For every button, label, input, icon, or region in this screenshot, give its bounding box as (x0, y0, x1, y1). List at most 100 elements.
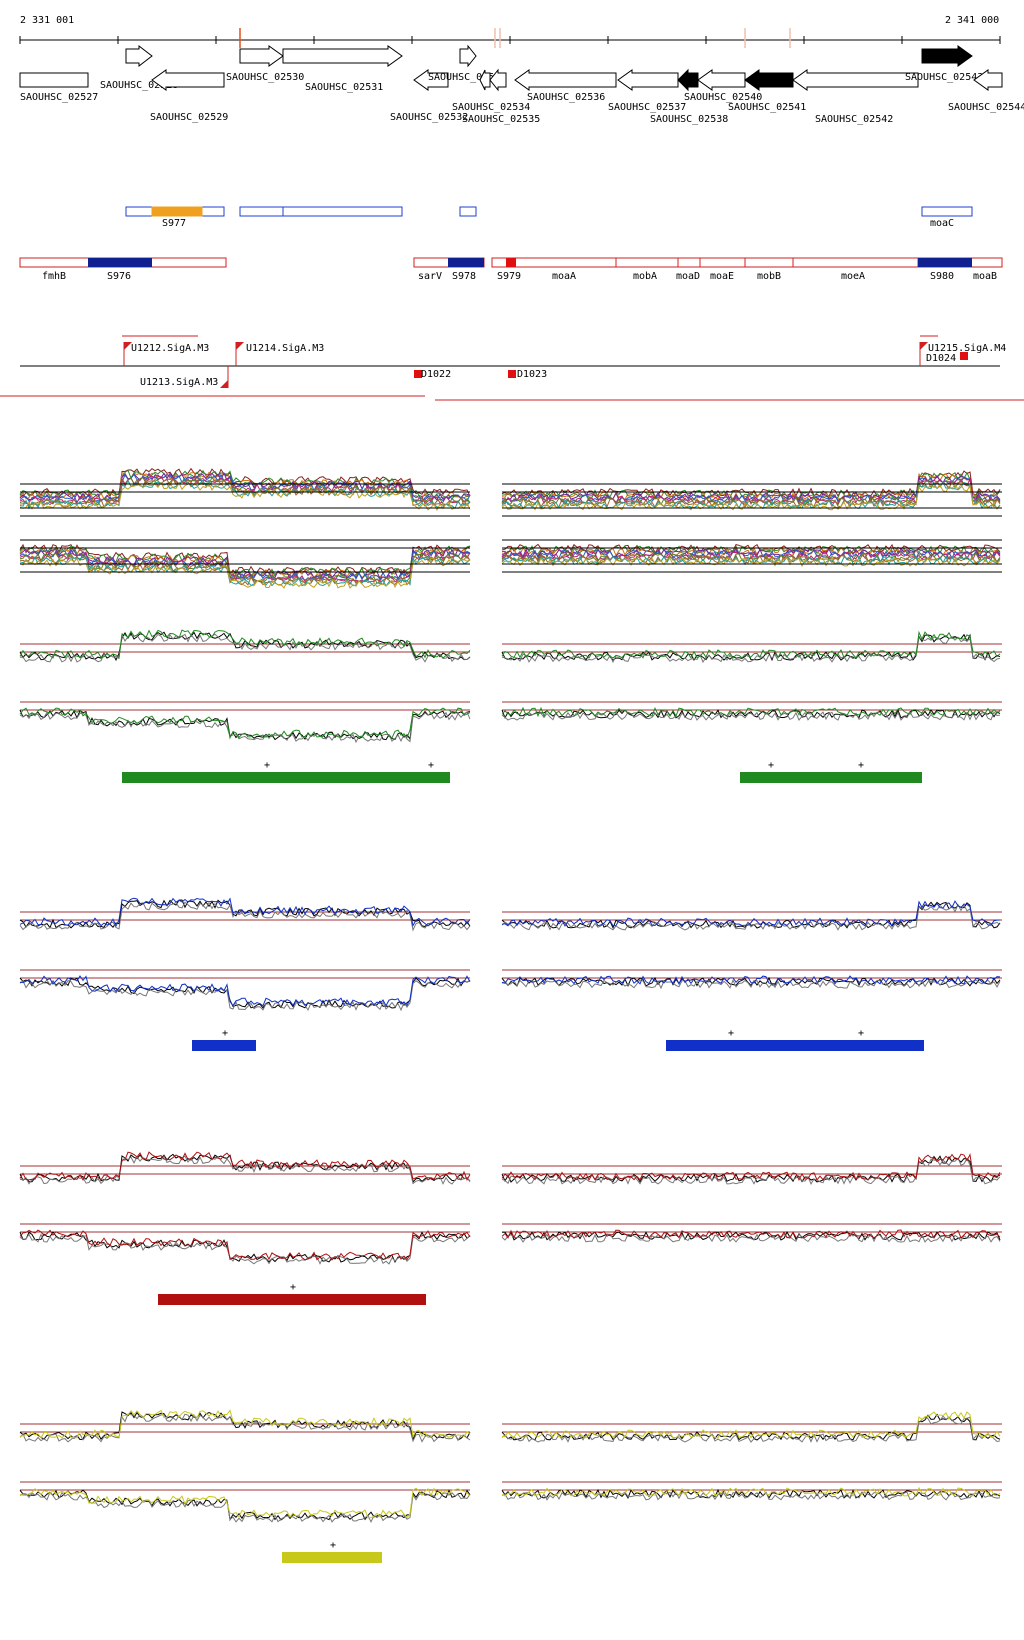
gene-arrow[interactable] (479, 69, 491, 91)
gene-label: SAOUHSC_02542 (815, 114, 893, 125)
feature-box[interactable] (921, 206, 973, 217)
expression-panel: + (19, 1151, 1002, 1305)
overview-traces (501, 539, 1002, 573)
terminator-box (508, 370, 516, 378)
segment-bar[interactable] (122, 772, 450, 783)
feature-lower[interactable]: moaE (710, 271, 734, 282)
coordinate-ruler: 2 331 001 2 341 000 (19, 15, 1001, 48)
feature-label: moaC (930, 218, 954, 229)
terminator-box (414, 370, 422, 378)
gene-feature[interactable]: SAOUHSC_02540 (684, 69, 762, 103)
gene-arrow[interactable] (617, 69, 679, 91)
feature-lower[interactable]: S978 (448, 258, 484, 282)
gene-feature[interactable]: SAOUHSC_02531 (282, 45, 403, 93)
gene-feature[interactable]: SAOUHSC_02538 (650, 68, 728, 125)
segment-bar[interactable] (740, 772, 922, 783)
feature-upper[interactable]: S977 (151, 206, 203, 229)
gene-arrow[interactable] (489, 68, 507, 92)
feature-label: S976 (107, 271, 131, 282)
gene-arrow[interactable] (677, 68, 699, 92)
promoter-site[interactable]: D1023 (508, 369, 547, 380)
feature-lower[interactable]: S980 (918, 258, 972, 282)
feature-lower[interactable]: moaA (552, 271, 576, 282)
feature-lower[interactable]: moaB (973, 271, 997, 282)
gene-arrow[interactable] (792, 69, 919, 91)
promoter-site[interactable]: D1024 (926, 352, 968, 364)
feature-lower[interactable]: fmhB (42, 271, 66, 282)
gene-arrow[interactable] (459, 44, 477, 68)
gene-arrow[interactable] (413, 69, 449, 91)
promoter-site[interactable]: U1213.SigA.M3 (140, 366, 229, 388)
ruler-end-label: 2 341 000 (945, 15, 999, 26)
feature-label: mobA (633, 271, 657, 282)
promoter-site[interactable]: D1022 (414, 369, 451, 380)
gene-arrow[interactable] (514, 69, 617, 91)
gene-feature[interactable]: SAOUHSC_02542 (792, 69, 919, 125)
segment-bar[interactable] (666, 1040, 924, 1051)
promoter-flag (124, 342, 132, 350)
gene-arrow[interactable] (282, 45, 403, 67)
feature-label: sarV (418, 271, 442, 282)
expression-panel: + + + (19, 897, 1002, 1051)
gene-feature[interactable]: SAOUHSC_02534 (452, 69, 530, 113)
gene-label: SAOUHSC_02529 (150, 112, 228, 123)
gene-feature[interactable]: SAOUHSC_02528 (100, 44, 178, 91)
condition-trace (19, 975, 471, 1007)
promoter-site[interactable]: U1214.SigA.M3 (235, 342, 324, 366)
feature-box[interactable] (88, 258, 152, 267)
gene-feature[interactable]: SAOUHSC_02537 (608, 69, 686, 113)
gene-feature[interactable]: SAOUHSC_02535 (462, 68, 540, 125)
condition-trace (501, 706, 1001, 718)
terminator-box (960, 352, 968, 360)
gene-arrow[interactable] (921, 45, 973, 67)
feature-box[interactable] (918, 258, 972, 267)
segment-bar[interactable] (158, 1294, 426, 1305)
gene-box[interactable] (19, 72, 89, 88)
feature-box[interactable] (448, 258, 484, 267)
feature-lower[interactable]: moeA (841, 271, 865, 282)
expression-panel: + + + + (19, 629, 1002, 783)
condition-trace (501, 1153, 1001, 1182)
feature-lower[interactable]: mobB (757, 271, 781, 282)
gene-feature[interactable]: SAOUHSC_02544 (948, 69, 1024, 113)
gene-arrow[interactable] (151, 69, 225, 91)
gene-feature[interactable]: SAOUHSC_02527 (19, 72, 98, 103)
feature-upper[interactable]: moaC (921, 206, 973, 229)
segment-mark: + (290, 1282, 296, 1293)
gene-feature[interactable]: SAOUHSC_02533 (428, 44, 506, 83)
feature-lower[interactable]: S976 (88, 258, 152, 282)
gene-arrow[interactable] (973, 69, 1003, 91)
promoter-label: D1024 (926, 353, 956, 364)
gene-feature[interactable]: SAOUHSC_02529 (150, 69, 228, 123)
feature-outline (282, 206, 403, 217)
gene-feature[interactable]: SAOUHSC_02543 (905, 45, 983, 83)
promoter-flag (220, 380, 228, 388)
gene-label: SAOUHSC_02531 (305, 82, 383, 93)
feature-lower[interactable]: S979 (497, 258, 521, 282)
segment-bar[interactable] (282, 1552, 382, 1563)
segment-bar[interactable] (192, 1040, 256, 1051)
gene-feature[interactable]: SAOUHSC_02536 (514, 69, 617, 103)
feature-box[interactable] (506, 258, 516, 267)
feature-lower[interactable]: mobA (633, 271, 657, 282)
gene-arrow[interactable] (125, 44, 153, 68)
condition-trace (19, 1151, 471, 1181)
promoter-site[interactable]: U1215.SigA.M4 (919, 342, 1006, 366)
overview-traces (19, 467, 471, 517)
reference-trace (501, 1413, 1001, 1441)
gene-feature[interactable]: SAOUHSC_02530 (226, 45, 304, 83)
promoter-site[interactable]: U1212.SigA.M3 (123, 342, 209, 366)
feature-label: S977 (162, 218, 186, 229)
promoter-flag (920, 342, 928, 350)
gene-feature[interactable]: SAOUHSC_02541 (728, 69, 806, 113)
reference-trace (501, 708, 1001, 719)
gene-feature[interactable]: SAOUHSC_02532 (390, 69, 468, 123)
feature-box[interactable] (151, 206, 203, 217)
gene-arrow[interactable] (697, 69, 746, 91)
gene-arrow[interactable] (239, 45, 284, 67)
feature-lower[interactable]: moaD (676, 271, 700, 282)
gene-arrow[interactable] (744, 69, 794, 91)
feature-lower[interactable]: sarV (418, 271, 442, 282)
promoter-label: D1023 (517, 369, 547, 380)
